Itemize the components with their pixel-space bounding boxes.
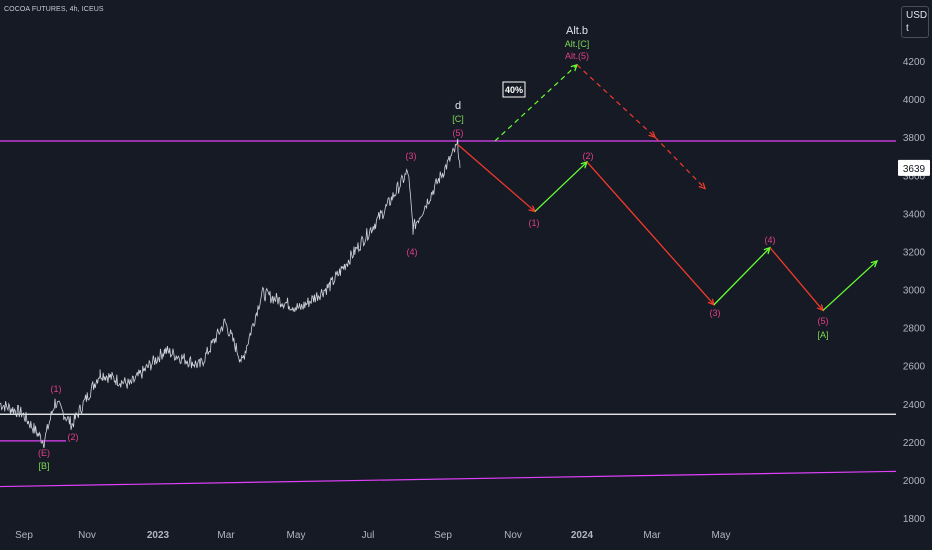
forecast-arrow xyxy=(457,144,535,212)
wave-label-d: d xyxy=(455,100,461,112)
y-tick-label: 2800 xyxy=(903,324,926,335)
x-tick-label: Nov xyxy=(78,530,96,541)
alt-label-5: Alt.(5) xyxy=(565,51,589,61)
wave-label-b: [B] xyxy=(38,461,49,471)
y-tick-label: 4200 xyxy=(903,57,926,68)
y-tick-label: 1800 xyxy=(903,514,926,525)
last-price-badge xyxy=(898,159,930,176)
forecast-arrow xyxy=(713,248,770,306)
alt-forecast-arrow xyxy=(494,65,577,142)
alt-label-b: Alt.b xyxy=(566,25,588,37)
forecast-label-1: (1) xyxy=(529,218,540,228)
forecast-arrow xyxy=(586,161,714,305)
alt-forecast-arrow xyxy=(576,64,655,137)
y-tick-label: 2600 xyxy=(903,362,926,373)
y-tick-label: 4000 xyxy=(903,95,926,106)
forecast-label-5: (5) xyxy=(818,316,829,326)
x-tick-label: Nov xyxy=(504,530,522,541)
currency-unit-button[interactable]: USD t xyxy=(901,6,929,38)
forecast-label-4: (4) xyxy=(765,235,776,245)
forecast-label-2: (2) xyxy=(583,151,594,161)
x-tick-label: Sep xyxy=(15,530,33,541)
alt-label-c: Alt.[C] xyxy=(565,39,590,49)
forecast-arrow xyxy=(769,247,823,311)
y-tick-label: 3800 xyxy=(903,133,926,144)
x-tick-label: Mar xyxy=(643,530,661,541)
wave-label-3: (3) xyxy=(406,151,417,161)
price-series xyxy=(0,138,461,449)
wave-label-e: (E) xyxy=(38,448,50,458)
y-tick-label: 3000 xyxy=(903,286,926,297)
last-price-label: 3639 xyxy=(903,164,926,175)
alt-forecast-arrow xyxy=(654,136,705,188)
lower-trendline xyxy=(0,470,897,488)
wave-label-5: (5) xyxy=(453,128,464,138)
currency-label: USD xyxy=(906,10,928,21)
forecast-arrow xyxy=(534,162,587,212)
x-tick-label: Mar xyxy=(217,530,235,541)
forecast-arrow xyxy=(822,261,877,311)
y-tick-label: 3600 xyxy=(903,171,926,182)
wave-label-4: (4) xyxy=(407,247,418,257)
probability-label: 40% xyxy=(505,85,523,95)
x-tick-label: May xyxy=(712,530,731,541)
x-tick-label: 2024 xyxy=(571,530,594,541)
unit-label: t xyxy=(906,23,909,34)
y-tick-label: 2400 xyxy=(903,400,926,411)
y-tick-label: 3200 xyxy=(903,247,926,258)
forecast-label-a: [A] xyxy=(817,330,828,340)
y-tick-label: 2000 xyxy=(903,476,926,487)
y-tick-label: 3400 xyxy=(903,209,926,220)
forecast-label-3: (3) xyxy=(710,308,721,318)
probability-box xyxy=(502,81,526,98)
wave-label-c: [C] xyxy=(452,114,464,124)
x-tick-label: May xyxy=(287,530,306,541)
wave-label-2-low: (2) xyxy=(68,432,79,442)
symbol-header[interactable]: COCOA FUTURES, 4h, ICEUS xyxy=(4,6,104,13)
x-tick-label: Jul xyxy=(362,530,375,541)
x-tick-label: 2023 xyxy=(147,530,170,541)
x-tick-label: Sep xyxy=(434,530,452,541)
wave-label-1-low: (1) xyxy=(51,384,62,394)
y-tick-label: 2200 xyxy=(903,438,926,449)
